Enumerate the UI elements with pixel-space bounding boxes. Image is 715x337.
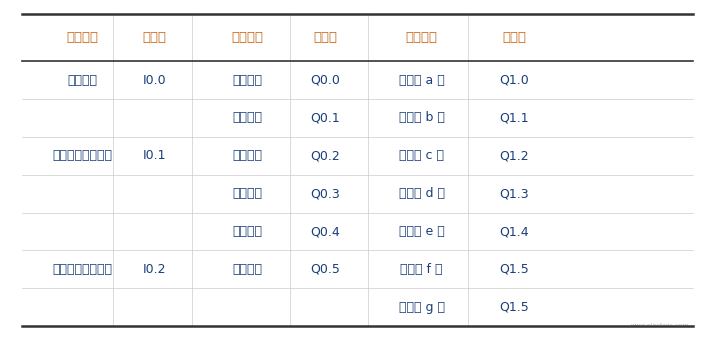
Text: 南北急车强通开关: 南北急车强通开关 — [53, 263, 113, 276]
Text: 输出点: 输出点 — [313, 31, 337, 44]
Text: 输入设备: 输入设备 — [66, 31, 99, 44]
Text: Q0.0: Q0.0 — [310, 73, 340, 87]
Text: 东西绿灯: 东西绿灯 — [232, 149, 262, 162]
Text: www.elecfans.com: www.elecfans.com — [631, 323, 689, 328]
Text: 数码管 d 脚: 数码管 d 脚 — [399, 187, 445, 200]
Text: Q0.1: Q0.1 — [310, 112, 340, 124]
Text: Q1.5: Q1.5 — [500, 301, 529, 314]
Text: Q1.4: Q1.4 — [500, 225, 529, 238]
Text: I0.0: I0.0 — [142, 73, 166, 87]
Text: 数码管 a 脚: 数码管 a 脚 — [399, 73, 445, 87]
Text: 东西黄灯: 东西黄灯 — [232, 112, 262, 124]
Text: 南北黄灯: 南北黄灯 — [232, 225, 262, 238]
Text: Q0.5: Q0.5 — [310, 263, 340, 276]
Text: 输入点: 输入点 — [142, 31, 166, 44]
Text: 数码管 c 脚: 数码管 c 脚 — [399, 149, 444, 162]
Text: 数码管 b 脚: 数码管 b 脚 — [399, 112, 445, 124]
Text: Q1.2: Q1.2 — [500, 149, 529, 162]
Text: 输出设备: 输出设备 — [231, 31, 263, 44]
Text: Q1.0: Q1.0 — [500, 73, 529, 87]
Text: Q1.5: Q1.5 — [500, 263, 529, 276]
Text: 启动开关: 启动开关 — [68, 73, 98, 87]
Text: 南北绿灯: 南北绿灯 — [232, 263, 262, 276]
Text: I0.1: I0.1 — [142, 149, 166, 162]
Text: Q1.3: Q1.3 — [500, 187, 529, 200]
Text: 东西红灯: 东西红灯 — [232, 73, 262, 87]
Text: 数码管 e 脚: 数码管 e 脚 — [399, 225, 445, 238]
Text: 输出点: 输出点 — [503, 31, 526, 44]
Text: I0.2: I0.2 — [142, 263, 166, 276]
Text: Q0.2: Q0.2 — [310, 149, 340, 162]
Text: 南北红灯: 南北红灯 — [232, 187, 262, 200]
Text: 东西急车强通开关: 东西急车强通开关 — [53, 149, 113, 162]
Text: Q1.1: Q1.1 — [500, 112, 529, 124]
Text: Q0.3: Q0.3 — [310, 187, 340, 200]
Text: 数码管 g 脚: 数码管 g 脚 — [399, 301, 445, 314]
Text: Q0.4: Q0.4 — [310, 225, 340, 238]
FancyBboxPatch shape — [22, 14, 693, 326]
Text: 数码管 f 脚: 数码管 f 脚 — [400, 263, 443, 276]
Text: 输出设备: 输出设备 — [405, 31, 438, 44]
